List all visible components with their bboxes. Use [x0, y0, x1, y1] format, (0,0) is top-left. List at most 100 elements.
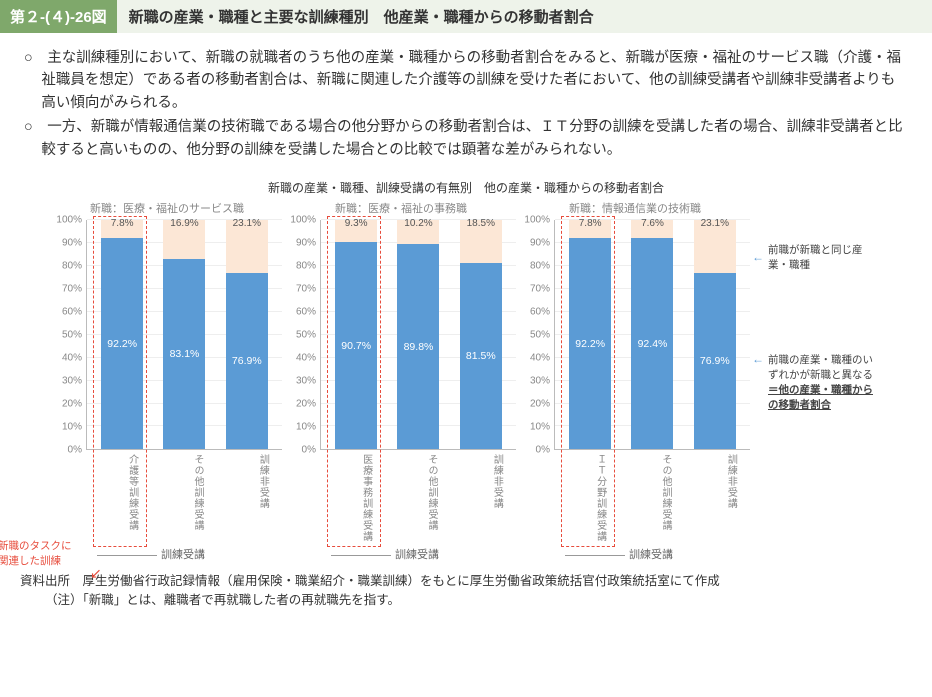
y-tick: 70% [62, 284, 82, 295]
y-tick: 50% [296, 330, 316, 341]
x-label: その他訓練受講 [631, 454, 673, 544]
charts-container: 新職：医療・福祉のサービス職 0% 10% 20% 30% 40% 50% 60% 70% 80%… [0, 200, 932, 562]
x-label: その他訓練受講 [163, 454, 205, 544]
y-tick: 0% [536, 445, 550, 456]
bar-top-value: 18.5% [460, 218, 502, 229]
bar-seg-diff: 83.1% [163, 259, 205, 449]
y-tick: 40% [530, 353, 550, 364]
group-label: 訓練受講 [320, 546, 450, 562]
bar-seg-diff: 76.9% [694, 273, 736, 449]
bar-column: 7.6% 92.4% [631, 220, 673, 449]
summary-bullets: ○ 主な訓練種別において、新職の就職者のうち他の産業・職種からの移動者割合をみる… [0, 43, 932, 173]
y-tick: 40% [296, 353, 316, 364]
chart-panel: 新職：医療・福祉の事務職 0% 10% 20% 30% 40% 50% 60% 70% 80% 90… [286, 200, 516, 562]
bar-seg-diff: 90.7% [335, 242, 377, 450]
y-tick: 20% [296, 399, 316, 410]
y-tick: 50% [530, 330, 550, 341]
x-labels: 介護等訓練受講その他訓練受講訓練非受講 [52, 454, 282, 544]
chart-panel: 新職：医療・福祉のサービス職 0% 10% 20% 30% 40% 50% 60% 70% 80%… [52, 200, 282, 562]
y-tick: 90% [530, 238, 550, 249]
y-tick: 80% [62, 261, 82, 272]
x-labels: 医療事務訓練受講その他訓練受講訓練非受講 [286, 454, 516, 544]
y-tick: 30% [530, 376, 550, 387]
bar-column: 9.3% 90.7% [335, 220, 377, 449]
bar-seg-diff: 92.2% [569, 238, 611, 449]
source-line-2: （注）「新職」とは、離職者で再就職した者の再就職先を指す。 [20, 591, 912, 610]
y-tick: 90% [296, 238, 316, 249]
y-tick: 20% [62, 399, 82, 410]
bar-column: 7.8%92.2% [101, 220, 143, 449]
y-tick: 0% [302, 445, 316, 456]
bars-area: 9.3% 90.7% 10.2% 89.8% 18.5% 81.5% [320, 220, 516, 450]
y-tick: 20% [530, 399, 550, 410]
y-tick: 90% [62, 238, 82, 249]
bar-seg-diff: 76.9% [226, 273, 268, 449]
x-label: 訓練非受講 [228, 454, 270, 544]
legend-same-label: 前職が新職と同じ産業・職種 [768, 242, 882, 272]
figure-title: 新職の産業・職種と主要な訓練種別 他産業・職種からの移動者割合 [117, 0, 932, 33]
bars-area: 7.8%92.2% 16.9% 83.1% 23.1%76.9% [86, 220, 282, 450]
legend-diff-label: 前職の産業・職種のいずれかが新職と異なる＝他の産業・職種からの移動者割合 [768, 352, 882, 412]
arrow-icon: ← [752, 352, 764, 366]
chart-legend: ← 前職が新職と同じ産業・職種 ← 前職の産業・職種のいずれかが新職と異なる＝他… [752, 200, 882, 562]
bar-column: 23.1% 76.9% [694, 220, 736, 449]
group-label: 訓練受講 [554, 546, 684, 562]
bar-seg-diff: 89.8% [397, 244, 439, 450]
y-tick: 40% [62, 353, 82, 364]
figure-header: 第２-(４)-26図 新職の産業・職種と主要な訓練種別 他産業・職種からの移動者… [0, 0, 932, 33]
y-tick: 80% [530, 261, 550, 272]
bar-column: 23.1%76.9% [226, 220, 268, 449]
plot-area: 0%10%20%30%40%50%60%70%80%90%100%9.3%90.… [286, 220, 516, 450]
bar-column: 10.2% 89.8% [397, 220, 439, 449]
y-tick: 100% [524, 215, 550, 226]
y-tick: 60% [62, 307, 82, 318]
plot-area: 0%10%20%30%40%50%60%70%80%90%100%7.8%92.… [520, 220, 750, 450]
bar-top-value: 10.2% [397, 218, 439, 229]
y-tick: 60% [296, 307, 316, 318]
bar-top-value: 16.9% [163, 218, 205, 229]
y-tick: 60% [530, 307, 550, 318]
bar-top-value: 7.8% [569, 218, 611, 229]
y-tick: 30% [296, 376, 316, 387]
y-tick: 0% [68, 445, 82, 456]
source-line-1: 資料出所 厚生労働省行政記録情報（雇用保険・職業紹介・職業訓練）をもとに厚生労働… [20, 572, 912, 591]
y-tick: 100% [56, 215, 82, 226]
bar-top-value: 9.3% [335, 218, 377, 229]
y-tick: 30% [62, 376, 82, 387]
y-tick: 70% [296, 284, 316, 295]
x-label: 訓練非受講 [696, 454, 738, 544]
y-tick: 70% [530, 284, 550, 295]
y-tick: 50% [62, 330, 82, 341]
red-arrow: ↙ [90, 565, 102, 582]
arrow-icon: ← [752, 250, 764, 264]
legend-diff: ← 前職の産業・職種のいずれかが新職と異なる＝他の産業・職種からの移動者割合 [752, 352, 882, 412]
bullet-1: ○ 主な訓練種別において、新職の就職者のうち他の産業・職種からの移動者割合をみる… [24, 47, 908, 114]
panel-title: 新職：医療・福祉の事務職 [286, 200, 516, 216]
x-labels: ＩＴ分野訓練受講その他訓練受講訓練非受講 [520, 454, 750, 544]
bar-top-value: 7.6% [631, 218, 673, 229]
bullet-2: ○ 一方、新職が情報通信業の技術職である場合の他分野からの移動者割合は、ＩＴ分野… [24, 116, 908, 161]
y-tick: 10% [62, 422, 82, 433]
bar-seg-diff: 92.2% [101, 238, 143, 449]
legend-same: ← 前職が新職と同じ産業・職種 [752, 242, 882, 272]
bar-top-value: 23.1% [694, 218, 736, 229]
x-label: その他訓練受講 [397, 454, 439, 544]
y-tick: 80% [296, 261, 316, 272]
y-tick: 10% [296, 422, 316, 433]
group-label: 訓練受講 [86, 546, 216, 562]
y-axis: 0%10%20%30%40%50%60%70%80%90%100% [286, 220, 320, 450]
panel-title: 新職：医療・福祉のサービス職 [52, 200, 282, 216]
y-axis: 0%10%20%30%40%50%60%70%80%90%100% [52, 220, 86, 450]
y-tick: 10% [530, 422, 550, 433]
panel-title: 新職：情報通信業の技術職 [520, 200, 750, 216]
chart-panel: 新職：情報通信業の技術職 0% 10% 20% 30% 40% 50% 60% 70% 80% 90… [520, 200, 750, 562]
bar-column: 7.8% 92.2% [569, 220, 611, 449]
x-label: 訓練非受講 [462, 454, 504, 544]
bar-column: 18.5% 81.5% [460, 220, 502, 449]
sources: 資料出所 厚生労働省行政記録情報（雇用保険・職業紹介・職業訓練）をもとに厚生労働… [0, 562, 932, 616]
bar-seg-diff: 81.5% [460, 263, 502, 450]
figure-number: 第２-(４)-26図 [0, 0, 117, 33]
plot-area: 0%10%20%30%40%50%60%70%80%90%100%7.8%92.… [52, 220, 282, 450]
bar-seg-diff: 92.4% [631, 238, 673, 450]
bars-area: 7.8% 92.2% 7.6% 92.4% 23.1% 76.9% [554, 220, 750, 450]
